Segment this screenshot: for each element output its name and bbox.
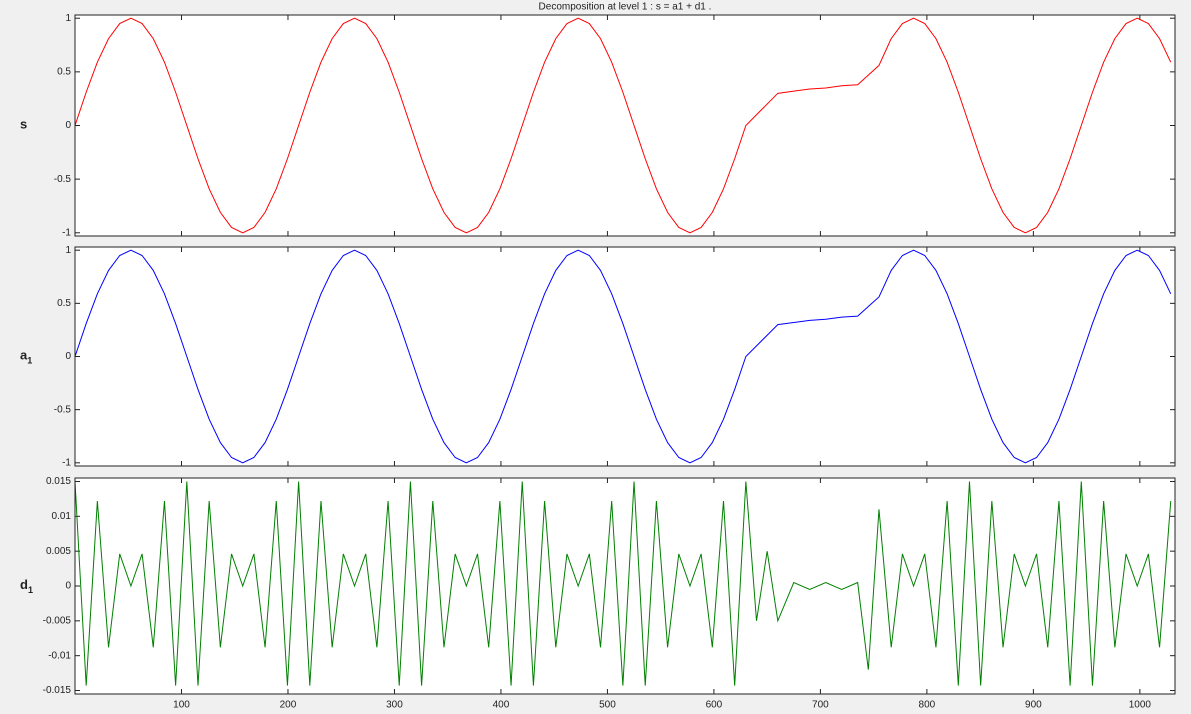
- y-axis-label: a1: [20, 348, 32, 366]
- chart-title: Decomposition at level 1 : s = a1 + d1 .: [539, 2, 712, 13]
- axes-area: [75, 15, 1175, 236]
- x-tick-label: 500: [599, 700, 616, 711]
- signal-line: [74, 481, 1172, 686]
- y-tick-label: 0.5: [57, 298, 71, 309]
- y-tick-label: -0.015: [43, 685, 72, 696]
- y-tick-label: -0.5: [54, 404, 72, 415]
- x-tick-label: 800: [919, 700, 936, 711]
- x-tick-label: 400: [493, 700, 510, 711]
- y-tick-label: 1: [65, 13, 71, 24]
- axes-frame: [74, 246, 1176, 467]
- y-label-subscript: 1: [27, 356, 32, 366]
- x-tick-label: 600: [706, 700, 723, 711]
- y-label-main: s: [20, 117, 27, 132]
- x-tick-label: 100: [173, 700, 190, 711]
- y-label-main: d: [20, 577, 28, 592]
- x-tick-label: 700: [812, 700, 829, 711]
- y-tick-label: 0: [65, 351, 71, 362]
- axes-area: [75, 247, 1175, 466]
- y-tick-label: -0.5: [54, 174, 72, 185]
- y-tick-label: 0.005: [46, 546, 71, 557]
- y-label-subscript: 1: [28, 585, 33, 595]
- y-tick-label: -1: [62, 227, 71, 238]
- y-label-main: a: [20, 348, 28, 363]
- axes-frame: [74, 14, 1176, 237]
- axes-frame: [74, 477, 1176, 695]
- x-tick-label: 300: [386, 700, 403, 711]
- y-tick-label: -0.005: [43, 615, 72, 626]
- signal-line: [74, 249, 1172, 464]
- y-tick-label: 0.5: [57, 66, 71, 77]
- y-tick-label: -1: [62, 457, 71, 468]
- y-axis-label: d1: [20, 577, 33, 595]
- y-axis-label: s: [20, 117, 27, 132]
- signal-line: [74, 17, 1172, 234]
- y-tick-label: -0.01: [48, 650, 71, 661]
- x-tick-label: 900: [1025, 700, 1042, 711]
- y-tick-label: 1: [65, 245, 71, 256]
- y-tick-label: 0.015: [46, 476, 71, 487]
- y-tick-label: 0: [65, 581, 71, 592]
- y-tick-label: 0: [65, 120, 71, 131]
- axes-area: [75, 478, 1175, 694]
- x-tick-label: 1000: [1129, 700, 1152, 711]
- x-tick-label: 200: [280, 700, 297, 711]
- y-tick-label: 0.01: [52, 511, 72, 522]
